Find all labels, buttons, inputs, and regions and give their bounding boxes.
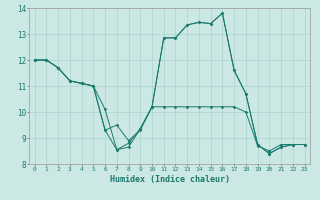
X-axis label: Humidex (Indice chaleur): Humidex (Indice chaleur): [109, 175, 229, 184]
